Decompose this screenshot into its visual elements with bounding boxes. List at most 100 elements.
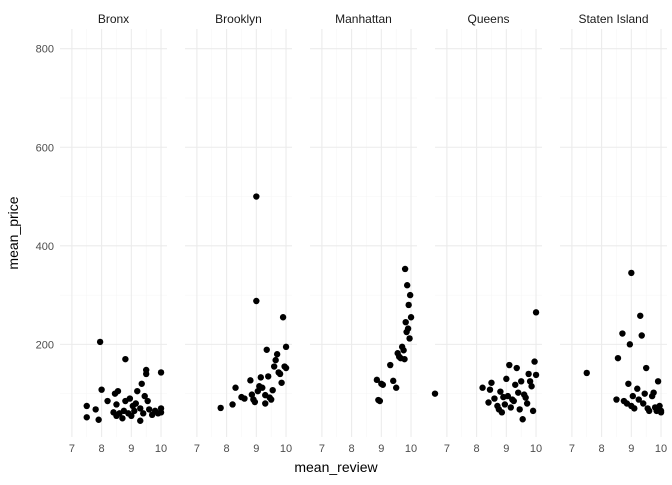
- data-point-queens: [532, 309, 540, 316]
- data-point-staten-island: [635, 396, 642, 403]
- data-point-manhattan: [376, 397, 384, 405]
- x-tick-label: 7: [444, 443, 450, 455]
- data-point-queens: [431, 390, 439, 397]
- data-point-bronx: [92, 406, 99, 413]
- data-point-queens: [510, 397, 517, 405]
- data-point-bronx: [145, 406, 153, 413]
- data-point-staten-island: [650, 389, 657, 396]
- y-tick-label: 800: [36, 44, 54, 56]
- data-point-queens: [528, 383, 535, 390]
- data-point-brooklyn: [241, 395, 248, 402]
- x-tick-label: 9: [253, 443, 259, 455]
- data-point-manhattan: [406, 335, 413, 342]
- data-point-bronx: [95, 416, 102, 423]
- facet-label-brooklyn: Brooklyn: [215, 12, 262, 26]
- data-point-bronx: [122, 355, 129, 363]
- data-point-staten-island: [656, 402, 663, 410]
- data-point-staten-island: [629, 392, 637, 400]
- data-point-staten-island: [631, 405, 638, 412]
- data-point-queens: [512, 381, 519, 388]
- data-point-manhattan: [390, 377, 397, 385]
- data-point-staten-island: [583, 369, 590, 377]
- data-point-brooklyn: [265, 373, 272, 380]
- x-tick-label: 9: [128, 443, 134, 455]
- data-point-manhattan: [373, 376, 381, 384]
- data-point-queens: [507, 404, 514, 411]
- x-tick-label: 8: [349, 443, 355, 455]
- x-tick-label: 8: [224, 443, 230, 455]
- x-tick-label: 10: [530, 443, 542, 455]
- data-point-bronx: [141, 392, 148, 400]
- data-point-brooklyn: [253, 193, 260, 200]
- data-point-queens: [498, 409, 506, 416]
- data-point-staten-island: [641, 390, 648, 397]
- x-tick-label: 10: [280, 443, 292, 455]
- x-tick-label: 8: [599, 443, 605, 455]
- facet-label-manhattan: Manhattan: [335, 12, 392, 26]
- data-point-queens: [525, 370, 532, 378]
- data-point-bronx: [142, 366, 150, 374]
- data-point-staten-island: [638, 332, 645, 339]
- data-point-queens: [517, 378, 525, 385]
- data-point-staten-island: [654, 378, 662, 385]
- data-point-brooklyn: [251, 398, 259, 406]
- facet-label-bronx: Bronx: [98, 12, 129, 26]
- data-point-bronx: [137, 417, 144, 424]
- data-point-brooklyn: [259, 384, 266, 391]
- x-tick-label: 10: [405, 443, 417, 455]
- data-point-queens: [526, 378, 534, 385]
- data-point-queens: [532, 371, 540, 379]
- data-point-bronx: [126, 395, 134, 402]
- data-point-manhattan: [401, 355, 408, 363]
- data-point-staten-island: [626, 341, 634, 348]
- data-point-manhattan: [403, 282, 411, 289]
- x-tick-label: 10: [655, 443, 667, 455]
- data-point-bronx: [131, 407, 138, 415]
- data-point-bronx: [119, 415, 126, 422]
- data-point-queens: [479, 384, 486, 391]
- data-point-brooklyn: [262, 400, 269, 407]
- data-point-staten-island: [634, 385, 641, 392]
- data-point-brooklyn: [217, 404, 224, 412]
- y-tick-label: 600: [36, 142, 54, 154]
- data-point-bronx: [83, 414, 90, 421]
- data-point-brooklyn: [270, 363, 278, 370]
- x-tick-label: 8: [99, 443, 105, 455]
- data-point-queens: [523, 400, 531, 407]
- data-point-queens: [491, 395, 498, 402]
- data-point-queens: [485, 399, 492, 406]
- data-point-queens: [513, 364, 520, 372]
- x-axis-title: mean_review: [294, 459, 378, 475]
- data-point-brooklyn: [232, 384, 239, 391]
- data-point-brooklyn: [267, 396, 275, 403]
- data-point-staten-island: [619, 330, 626, 337]
- data-point-bronx: [114, 387, 122, 395]
- data-point-bronx: [132, 400, 139, 407]
- x-tick-label: 8: [474, 443, 480, 455]
- data-point-queens: [529, 407, 537, 415]
- data-point-brooklyn: [278, 379, 285, 386]
- x-tick-label: 7: [194, 443, 200, 455]
- data-point-bronx: [104, 397, 111, 405]
- data-point-brooklyn: [269, 386, 276, 394]
- data-point-manhattan: [405, 301, 412, 309]
- data-point-bronx: [140, 410, 147, 417]
- data-point-brooklyn: [248, 391, 256, 398]
- x-tick-label: 7: [569, 443, 575, 455]
- data-point-queens: [497, 388, 504, 395]
- data-point-queens: [516, 406, 523, 413]
- data-point-queens: [506, 361, 513, 369]
- data-point-staten-island: [645, 407, 653, 415]
- data-point-manhattan: [402, 318, 409, 326]
- data-point-bronx: [134, 387, 141, 395]
- x-tick-label: 9: [628, 443, 634, 455]
- data-point-bronx: [113, 401, 120, 408]
- data-point-bronx: [96, 338, 104, 346]
- data-point-brooklyn: [273, 351, 281, 358]
- x-tick-label: 7: [319, 443, 325, 455]
- data-point-manhattan: [387, 361, 394, 369]
- data-point-staten-island: [613, 396, 620, 403]
- data-point-bronx: [128, 412, 135, 420]
- data-point-queens: [486, 386, 494, 393]
- data-point-bronx: [157, 369, 165, 376]
